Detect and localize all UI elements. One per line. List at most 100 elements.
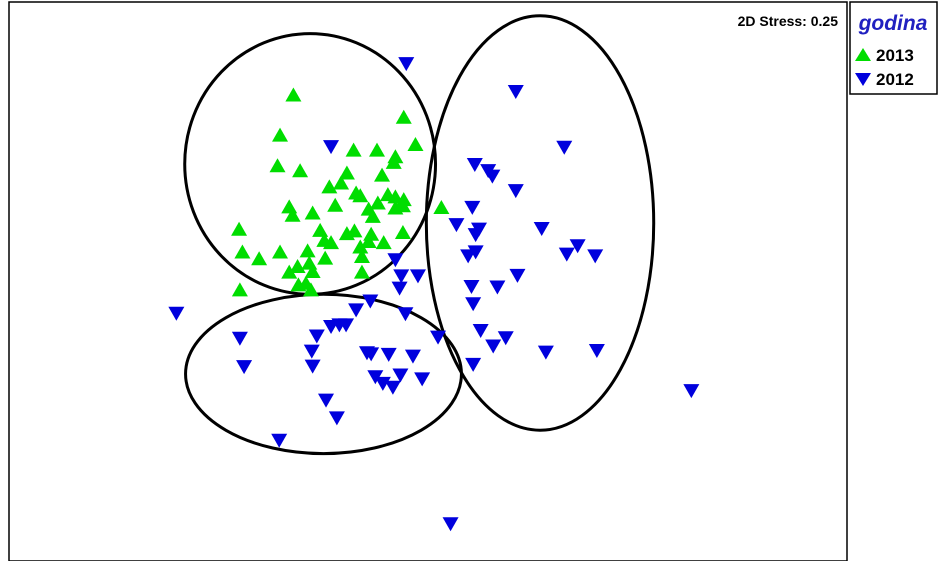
point-2013-37 — [375, 235, 392, 250]
point-2012-7 — [507, 184, 524, 199]
point-2013-26 — [304, 205, 321, 220]
point-2013-41 — [299, 243, 316, 258]
cluster-ellipse-3 — [184, 292, 463, 456]
legend-marker-2013 — [855, 48, 871, 61]
point-2013-1 — [395, 109, 412, 124]
point-2012-51 — [414, 372, 431, 387]
point-2012-29 — [397, 307, 414, 322]
point-2013-23 — [387, 200, 404, 215]
point-2013-8 — [269, 158, 286, 173]
point-2012-2 — [323, 140, 340, 155]
point-2012-9 — [448, 218, 465, 233]
point-2013-10 — [338, 165, 355, 180]
point-2013-46 — [301, 255, 318, 270]
point-2013-11 — [374, 167, 391, 182]
point-2012-26 — [465, 297, 482, 312]
point-2013-44 — [251, 251, 268, 266]
legend-entry-2012: 2012 — [855, 70, 914, 89]
legend-label-2013: 2013 — [876, 46, 914, 65]
point-2012-33 — [472, 323, 489, 338]
point-2012-23 — [489, 280, 506, 295]
point-2012-3 — [556, 140, 573, 155]
data-points — [168, 57, 700, 532]
point-2013-43 — [317, 250, 334, 265]
point-2012-12 — [467, 228, 484, 243]
point-2013-39 — [234, 244, 251, 259]
point-2013-24 — [433, 199, 450, 214]
point-2012-20 — [409, 269, 426, 284]
point-2012-25 — [362, 294, 379, 309]
stress-label: 2D Stress: 0.25 — [738, 13, 839, 29]
point-2013-3 — [407, 137, 424, 152]
point-2012-17 — [587, 249, 604, 264]
point-2013-7 — [385, 154, 402, 169]
point-2012-31 — [338, 318, 355, 333]
point-2012-37 — [497, 331, 514, 346]
point-2013-18 — [395, 192, 412, 207]
point-2012-53 — [384, 380, 401, 395]
point-2012-54 — [683, 384, 700, 399]
point-2012-19 — [393, 269, 410, 284]
plot-frame — [8, 1, 848, 561]
cluster-ellipse-2 — [424, 14, 656, 432]
point-2012-14 — [467, 245, 484, 260]
point-2013-12 — [333, 175, 350, 190]
point-2013-19 — [369, 195, 386, 210]
point-2012-45 — [404, 349, 421, 364]
point-2013-34 — [394, 225, 411, 240]
point-2012-16 — [558, 247, 575, 262]
point-2013-48 — [304, 264, 321, 279]
point-2013-5 — [369, 142, 386, 157]
point-2012-58 — [442, 517, 459, 532]
point-2012-43 — [380, 347, 397, 362]
point-2013-42 — [352, 239, 369, 254]
point-2012-1 — [507, 85, 524, 100]
point-2013-28 — [364, 208, 381, 223]
point-2013-38 — [323, 235, 340, 250]
point-2013-32 — [338, 226, 355, 241]
point-2013-45 — [353, 248, 370, 263]
point-2012-6 — [484, 169, 501, 184]
point-2013-36 — [360, 233, 377, 248]
point-2012-40 — [303, 344, 320, 359]
legend-entry-2013: 2013 — [855, 46, 914, 65]
point-2012-38 — [485, 339, 502, 354]
point-2012-15 — [460, 249, 477, 264]
point-2012-11 — [533, 222, 550, 237]
point-2012-50 — [392, 368, 409, 383]
cluster-ellipses — [183, 14, 656, 456]
point-2013-16 — [352, 188, 369, 203]
point-2012-36 — [308, 329, 325, 344]
point-2013-21 — [327, 197, 344, 212]
point-2012-27 — [348, 303, 365, 318]
point-2012-52 — [374, 376, 391, 391]
point-2013-20 — [281, 199, 298, 214]
point-2013-4 — [345, 142, 362, 157]
point-2012-55 — [318, 393, 335, 408]
point-2013-54 — [302, 282, 319, 297]
point-2013-53 — [231, 282, 248, 297]
point-2013-49 — [281, 264, 298, 279]
legend-box — [849, 1, 938, 95]
point-2013-27 — [284, 207, 301, 222]
point-2012-18 — [387, 253, 404, 268]
point-2012-41 — [537, 345, 554, 360]
point-2012-22 — [463, 279, 480, 294]
point-2012-39 — [588, 344, 605, 359]
point-2012-34 — [430, 330, 447, 345]
point-2012-48 — [304, 359, 321, 374]
point-2012-44 — [363, 347, 380, 362]
point-2012-47 — [236, 360, 253, 375]
point-2013-47 — [289, 259, 306, 274]
legend-title: godina — [858, 12, 928, 35]
legend-label-2012: 2012 — [876, 70, 914, 89]
point-2013-13 — [321, 179, 338, 194]
point-2012-57 — [271, 433, 288, 448]
point-2012-28 — [168, 306, 185, 321]
point-2012-35 — [231, 331, 248, 346]
point-2012-56 — [328, 411, 345, 426]
point-2013-29 — [231, 221, 248, 236]
point-2012-4 — [466, 157, 483, 172]
point-2013-50 — [353, 264, 370, 279]
